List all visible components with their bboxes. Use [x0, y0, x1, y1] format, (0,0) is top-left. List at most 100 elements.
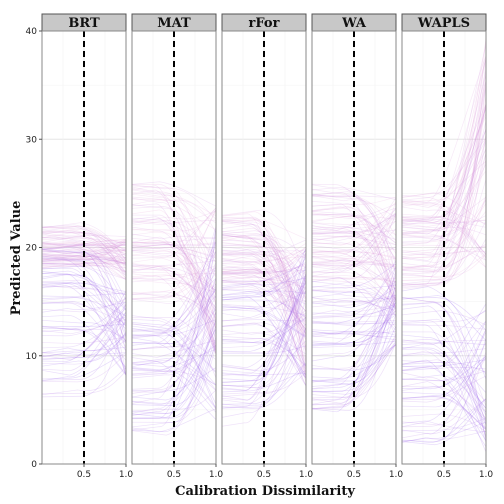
prediction-line [132, 226, 216, 299]
prediction-line [132, 183, 216, 257]
prediction-line [312, 214, 396, 244]
prediction-line [42, 242, 126, 245]
prediction-line [312, 213, 396, 220]
prediction-line [42, 239, 126, 253]
prediction-line [312, 259, 396, 265]
prediction-line [312, 340, 396, 347]
prediction-line [42, 284, 126, 322]
prediction-line [42, 245, 126, 355]
prediction-line [402, 206, 486, 225]
prediction-line [132, 214, 216, 355]
prediction-line [222, 335, 306, 379]
prediction-line [312, 212, 396, 280]
prediction-line [402, 421, 486, 433]
prediction-line [222, 263, 306, 383]
prediction-line [222, 219, 306, 371]
prediction-line [312, 227, 396, 246]
prediction-line [132, 207, 216, 259]
prediction-line [312, 290, 396, 310]
prediction-line [132, 273, 216, 339]
prediction-line [42, 248, 126, 256]
prediction-line [42, 249, 126, 259]
prediction-line [222, 239, 306, 320]
prediction-line [222, 324, 306, 379]
prediction-line [222, 312, 306, 369]
prediction-line [222, 254, 306, 401]
prediction-line [132, 243, 216, 330]
prediction-line [222, 248, 306, 264]
prediction-line [132, 344, 216, 419]
prediction-line [402, 70, 486, 279]
prediction-line [132, 189, 216, 353]
prediction-line [402, 365, 486, 370]
prediction-line [42, 254, 126, 261]
prediction-line [312, 332, 396, 338]
prediction-line [222, 285, 306, 326]
prediction-line [222, 244, 306, 259]
prediction-line [42, 249, 126, 301]
prediction-lines [132, 181, 216, 436]
prediction-line [402, 85, 486, 271]
prediction-line [132, 322, 216, 393]
prediction-line [312, 293, 396, 300]
x-tick-label: 1.0 [389, 470, 404, 480]
prediction-line [222, 305, 306, 338]
prediction-line [42, 247, 126, 338]
prediction-line [42, 285, 126, 296]
prediction-line [312, 295, 396, 411]
prediction-line [42, 346, 126, 354]
prediction-line [222, 266, 306, 331]
prediction-line [402, 357, 486, 399]
prediction-line [222, 370, 306, 393]
prediction-line [312, 276, 396, 340]
prediction-line [132, 367, 216, 392]
prediction-line [312, 213, 396, 231]
prediction-line [132, 249, 216, 420]
prediction-line [42, 301, 126, 329]
prediction-line [402, 160, 486, 208]
prediction-line [132, 197, 216, 349]
prediction-line [312, 319, 396, 323]
prediction-line [132, 302, 216, 350]
prediction-line [132, 308, 216, 371]
prediction-line [312, 322, 396, 349]
prediction-line [312, 310, 396, 345]
prediction-line [222, 309, 306, 349]
prediction-line [402, 391, 486, 441]
prediction-line [132, 185, 216, 351]
x-tick-label: 0.5 [347, 470, 361, 480]
prediction-line [402, 243, 486, 275]
prediction-line [132, 184, 216, 220]
prediction-line [312, 287, 396, 309]
prediction-line [402, 381, 486, 429]
prediction-line [312, 252, 396, 267]
prediction-line [222, 246, 306, 276]
prediction-line [132, 251, 216, 328]
prediction-line [402, 233, 486, 261]
prediction-line [222, 239, 306, 264]
prediction-line [222, 372, 306, 395]
prediction-line [222, 267, 306, 362]
prediction-line [402, 59, 486, 223]
prediction-line [42, 252, 126, 265]
prediction-line [132, 181, 216, 207]
prediction-line [312, 344, 396, 379]
x-tick-label: 1.0 [479, 470, 494, 480]
prediction-line [312, 235, 396, 300]
prediction-line [42, 255, 126, 336]
prediction-line [132, 317, 216, 378]
prediction-line [132, 265, 216, 280]
prediction-line [42, 319, 126, 335]
prediction-line [222, 341, 306, 367]
prediction-line [42, 253, 126, 265]
prediction-line [222, 261, 306, 282]
prediction-line [402, 253, 486, 279]
prediction-line [222, 261, 306, 352]
prediction-line [132, 216, 216, 310]
prediction-line [42, 243, 126, 259]
prediction-line [402, 58, 486, 198]
prediction-line [402, 365, 486, 430]
prediction-line [42, 226, 126, 273]
prediction-line [42, 302, 126, 381]
prediction-line [312, 266, 396, 413]
